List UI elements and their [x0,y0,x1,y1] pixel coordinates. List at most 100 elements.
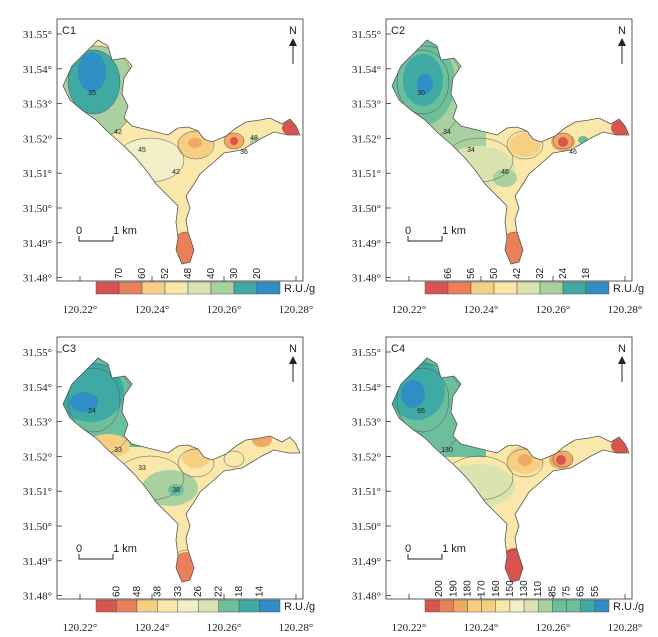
latitude-tick-label: 31.52° [23,451,52,463]
legend-swatch [187,281,212,295]
legend-value: 75 [562,585,573,597]
scale-bar-zero: 0 [76,225,82,237]
longitude-tick-label: 120.28° [279,304,314,316]
legend-unit: R.U./g [284,283,315,295]
legend-value: 26 [193,585,204,597]
legend-swatch [509,599,525,613]
legend-swatch [116,599,138,613]
latitude-tick-label: 31.50° [352,521,381,533]
lake-outline [62,357,301,583]
legend-value: 200 [434,580,445,597]
latitude-tick-label: 31.51° [23,168,52,180]
contour-label: 130 [441,447,453,454]
map-panel-c1: C1 35 42 45 42 36 48 N 0 1 km 31.55° 31.54° 31.53° 31… [0,0,329,318]
north-arrow-label: N [289,25,297,37]
legend-value: 170 [477,580,488,597]
legend-swatch [566,599,581,613]
legend-value: 42 [512,267,523,279]
contour-label: 38 [172,487,180,494]
legend-value: 150 [505,580,516,597]
legend-swatch [136,599,158,613]
legend-value: 20 [252,267,263,279]
latitude-tick-label: 31.53° [352,99,381,111]
legend-value: 22 [214,585,225,597]
latitude-tick-label: 31.50° [23,521,52,533]
legend-unit: R.U./g [613,601,644,613]
legend-value: 60 [137,267,148,279]
scale-bar-zero: 0 [405,225,411,237]
north-arrow: N [289,343,297,382]
longitude-tick-label: 120.22° [63,622,98,634]
latitude-tick-label: 31.50° [23,203,52,215]
legend-value: 33 [173,585,184,597]
legend-swatch [470,281,495,295]
legend-swatch [256,281,281,295]
legend-swatch [539,281,564,295]
legend-unit: R.U./g [284,601,315,613]
legend-value: 18 [581,267,592,279]
legend-value: 180 [462,580,473,597]
longitude-tick-label: 120.22° [63,304,98,316]
contour-label: 24 [88,408,96,415]
panel-label: C4 [391,343,405,355]
latitude-tick-label: 31.48° [352,591,381,603]
latitude-tick-label: 31.53° [23,417,52,429]
legend-value: 160 [491,580,502,597]
legend-swatch [218,599,240,613]
legend-value: 38 [152,585,163,597]
legend-value: 50 [489,267,500,279]
longitude-tick-label: 120.24° [135,304,170,316]
map-svg-c3: C3 24 33 33 38 N 0 1 km 31.55° 31.54° 31.53° 31.52°… [23,336,315,634]
contour-label: 34 [443,129,451,136]
legend-swatch [177,599,199,613]
longitude-tick-label: 120.26° [207,304,242,316]
longitude-tick-label: 120.28° [608,622,643,634]
legend-swatch [118,281,143,295]
legend-value: 14 [255,585,266,597]
latitude-tick-label: 31.49° [352,238,381,250]
latitude-tick-label: 31.50° [352,203,381,215]
legend-swatch [210,281,235,295]
legend-swatch [516,281,541,295]
scale-bar-zero: 0 [76,543,82,555]
latitude-tick-label: 31.53° [23,99,52,111]
legend-value: 190 [448,580,459,597]
legend-swatch [259,599,281,613]
north-arrow: N [618,25,626,64]
longitude-tick-label: 120.24° [135,622,170,634]
latitude-tick-label: 31.54° [352,64,381,76]
legend-swatch [424,281,449,295]
legend-swatch [467,599,482,613]
map-panel-c4: C4 65 130 N 0 1 km 31.55° 31.54° 31.53° 31.52° 31.… [329,318,658,636]
legend-swatch [238,599,260,613]
legend-swatch [197,599,219,613]
legend-swatch [95,599,117,613]
longitude-tick-label: 120.22° [392,622,427,634]
legend-value: 66 [443,267,454,279]
legend-value: 48 [183,267,194,279]
legend-value: 70 [114,267,125,279]
latitude-tick-label: 31.54° [23,64,52,76]
longitude-axis: 120.22° 120.24° 120.26° 120.28° [63,276,314,316]
scale-bar: 0 1 km [76,543,137,560]
legend-value: 32 [535,267,546,279]
latitude-tick-label: 31.54° [23,382,52,394]
legend-value: 48 [132,585,143,597]
latitude-tick-label: 31.54° [352,382,381,394]
legend-swatch [523,599,539,613]
longitude-tick-label: 120.28° [279,622,314,634]
legend-value: 110 [533,581,544,597]
legend-swatch [585,281,610,295]
contour-label: 45 [138,147,146,154]
legend-swatch [95,281,120,295]
latitude-tick-label: 31.51° [23,486,52,498]
latitude-tick-label: 31.48° [352,273,381,285]
contour-label: 46 [569,149,577,156]
latitude-axis: 31.55° 31.54° 31.53° 31.52° 31.51° 31.50° 31.4… [352,29,391,285]
latitude-tick-label: 31.55° [352,29,381,41]
color-legend: 70 60 52 48 40 30 20 R.U./g [95,267,315,295]
legend-swatch [447,281,472,295]
longitude-tick-label: 120.26° [536,304,571,316]
